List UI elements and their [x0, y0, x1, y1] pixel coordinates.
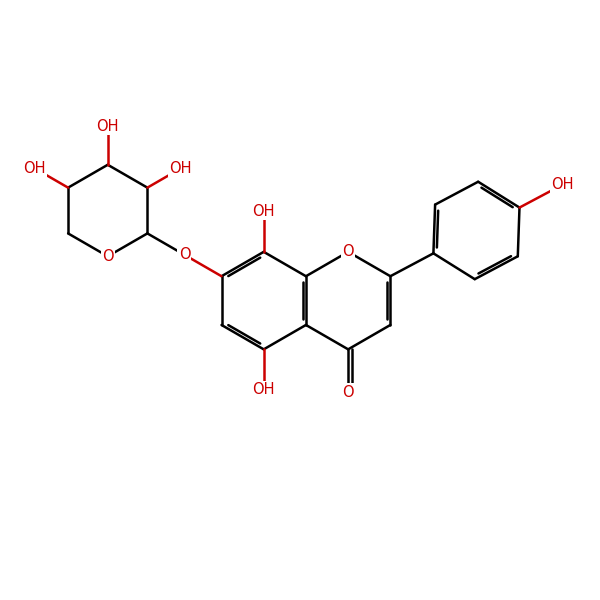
- Text: OH: OH: [97, 119, 119, 134]
- Text: OH: OH: [23, 161, 46, 176]
- Text: O: O: [343, 385, 354, 400]
- Text: OH: OH: [253, 204, 275, 219]
- Text: OH: OH: [551, 177, 574, 192]
- Text: O: O: [102, 249, 113, 264]
- Text: O: O: [179, 247, 190, 262]
- Text: OH: OH: [170, 161, 192, 176]
- Text: OH: OH: [253, 382, 275, 397]
- Text: O: O: [343, 244, 354, 259]
